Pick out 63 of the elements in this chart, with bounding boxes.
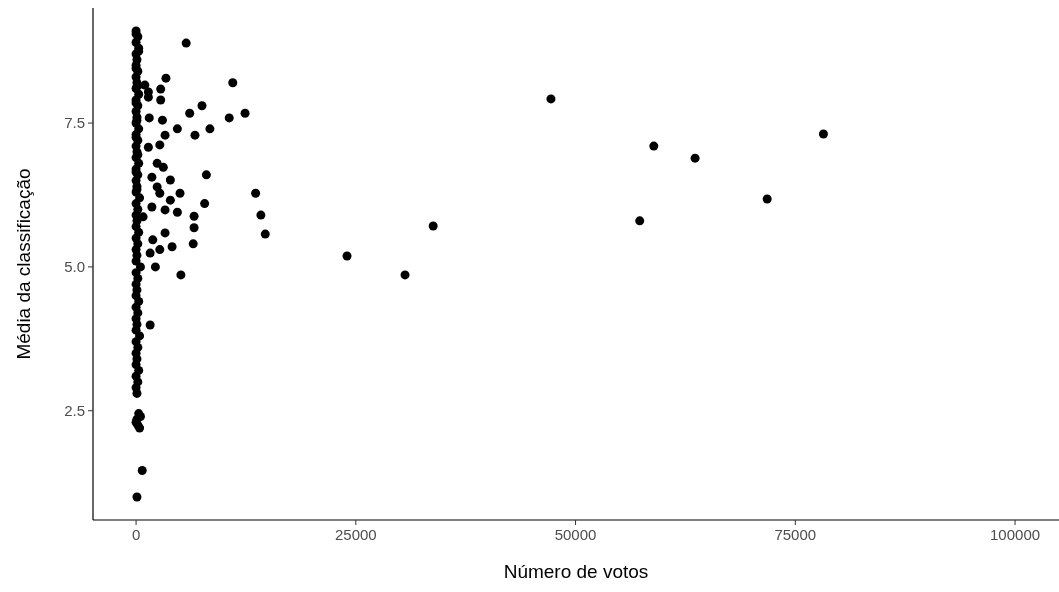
point [172,124,182,134]
point [160,228,170,238]
point [251,188,261,198]
point [181,38,191,48]
point [155,188,165,198]
x-tick-label: 0 [131,526,141,543]
point [690,153,700,163]
point [185,108,195,118]
point [197,101,207,111]
point [138,212,148,222]
point [818,129,828,139]
point [428,221,438,231]
point [156,95,166,105]
point [172,207,182,217]
point [161,73,171,83]
x-tick-label: 100000 [990,526,1041,543]
point [546,94,556,104]
point [145,248,155,258]
point [175,188,185,198]
point [160,130,170,140]
point [224,113,234,123]
point [400,270,410,280]
x-tick-label: 75000 [774,526,817,543]
y-tick-label: 2.5 [64,401,85,419]
point [762,194,772,204]
point [140,80,150,90]
point [155,140,165,150]
point [228,78,238,88]
point [176,270,186,280]
point [189,223,199,233]
point [147,202,157,212]
point [205,124,215,134]
point [147,172,157,182]
point [150,262,160,272]
point [148,235,158,245]
point [188,239,198,249]
point [240,108,250,118]
point [200,199,210,209]
x-axis-title: Número de votos [503,561,649,582]
point [165,175,175,185]
point [158,162,168,172]
point [167,242,177,252]
point [201,170,211,180]
point [189,211,199,221]
point [160,205,170,215]
point [256,210,266,220]
point [260,229,270,239]
point [190,130,200,140]
x-tick-label: 25000 [334,526,377,543]
point [165,195,175,205]
y-tick-label: 7.5 [64,114,85,132]
point [144,113,154,123]
point [155,245,165,255]
y-axis-title: Média da classificação [13,168,34,360]
y-tick-label: 5.0 [64,258,85,276]
point [635,216,645,226]
point [145,320,155,330]
point [157,115,167,125]
point [649,141,659,151]
point [342,251,352,261]
point [143,142,153,152]
point [156,84,166,94]
x-tick-label: 50000 [554,526,597,543]
